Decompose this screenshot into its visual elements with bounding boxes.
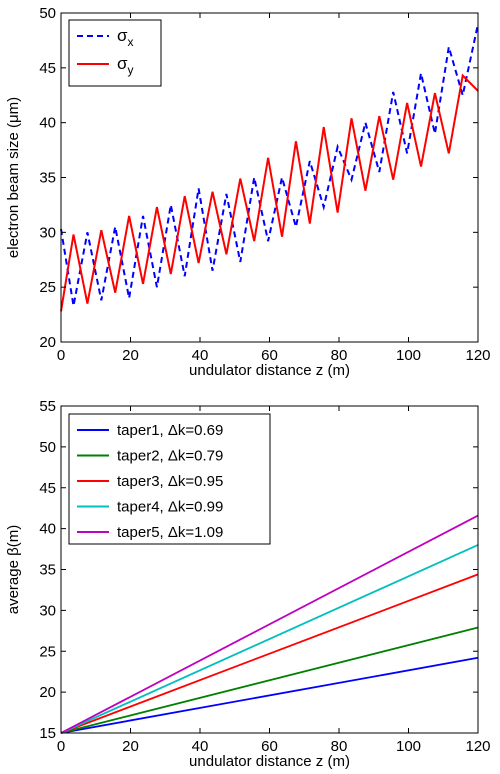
legend: σx σy <box>68 19 162 87</box>
series-line-1 <box>60 23 479 306</box>
y-tick-label: 45 <box>39 480 56 497</box>
x-tick-label: 40 <box>192 347 209 364</box>
x-axis-label: undulator distance z (m) <box>189 753 350 770</box>
series-line-1 <box>60 656 479 734</box>
legend-label: taper2, Δk=0.79 <box>117 448 223 465</box>
y-tick-label: 50 <box>39 439 56 456</box>
x-tick-label: 40 <box>192 738 209 755</box>
y-tick-label: 25 <box>39 643 56 660</box>
y-tick-label: 40 <box>39 115 56 132</box>
x-tick-label: 20 <box>122 738 139 755</box>
y-tick-label: 20 <box>39 334 56 351</box>
legend-box <box>68 19 162 87</box>
y-tick-label: 30 <box>39 224 56 241</box>
x-tick-label: 100 <box>396 738 421 755</box>
y-axis-label: average β(m) <box>5 525 22 615</box>
legend-label: σy <box>117 54 134 77</box>
legend-label: taper3, Δk=0.95 <box>117 473 223 490</box>
series-line-4 <box>60 544 479 734</box>
x-tick-label: 0 <box>57 347 65 364</box>
legend-label: taper4, Δk=0.99 <box>117 499 223 516</box>
y-tick-label: 25 <box>39 279 56 296</box>
y-tick-label: 50 <box>39 5 56 22</box>
y-axis-label: electron beam size (μm) <box>5 97 22 258</box>
x-tick-label: 100 <box>396 347 421 364</box>
x-axis-label: undulator distance z (m) <box>189 362 350 379</box>
x-tick-label: 60 <box>261 738 278 755</box>
y-tick-label: 35 <box>39 170 56 187</box>
legend-label: taper5, Δk=1.09 <box>117 524 223 541</box>
x-tick-label: 120 <box>465 738 490 755</box>
y-tick-label: 35 <box>39 562 56 579</box>
legend-box <box>68 413 271 545</box>
y-tick-label: 45 <box>39 60 56 77</box>
series-line-5 <box>60 514 479 734</box>
series-line-2 <box>60 626 479 734</box>
x-tick-label: 80 <box>331 347 348 364</box>
x-tick-label: 0 <box>57 738 65 755</box>
x-tick-label: 120 <box>465 347 490 364</box>
x-tick-label: 20 <box>122 347 139 364</box>
legend: taper1, Δk=0.69 taper2, Δk=0.79 taper3, Δk… <box>68 413 271 545</box>
y-tick-label: 20 <box>39 684 56 701</box>
y-tick-label: 55 <box>39 398 56 415</box>
y-tick-label: 30 <box>39 602 56 619</box>
y-tick-label: 15 <box>39 725 56 742</box>
series-line-3 <box>60 573 479 734</box>
bottom-chart: 0 20 40 60 80 100 120 15 20 25 30 35 40 45 50 55 undulat… <box>5 398 491 770</box>
series-line-2 <box>60 73 479 312</box>
y-tick-label: 40 <box>39 521 56 538</box>
legend-label: taper1, Δk=0.69 <box>117 422 223 439</box>
x-tick-label: 80 <box>331 738 348 755</box>
legend-label: σx <box>117 26 134 49</box>
x-tick-label: 60 <box>261 347 278 364</box>
